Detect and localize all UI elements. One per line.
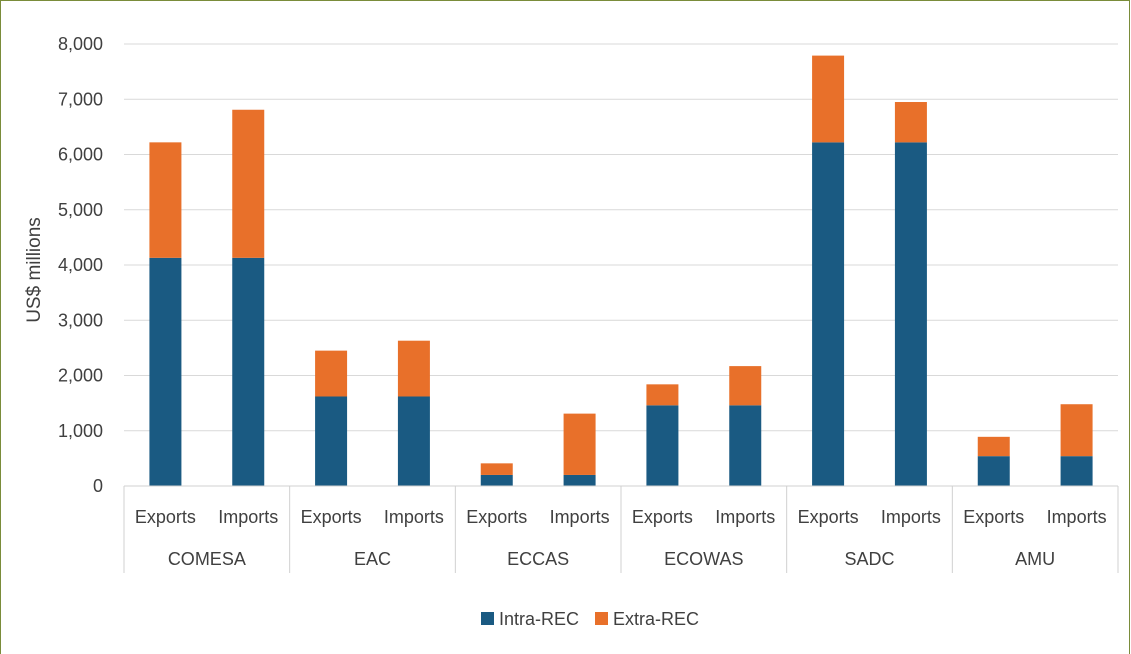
bar-extra-rec [480,463,513,475]
bars [149,55,1093,486]
y-axis-ticks: 0 1,000 2,000 3,000 4,000 5,000 6,000 7,000 8,00… [58,34,103,496]
y-tick-label: 2,000 [58,366,103,386]
bar-intra-rec [729,405,762,486]
bar-extra-rec [977,436,1010,457]
bar-extra-rec [563,413,596,475]
x-tick-label: Exports [632,507,693,527]
y-tick-label: 6,000 [58,145,103,165]
legend: Intra-REC Extra-REC [481,609,699,629]
legend-label: Intra-REC [499,609,579,629]
bar-extra-rec [729,366,762,406]
x-group-label: AMU [1015,549,1055,569]
x-tick-label: Imports [715,507,775,527]
x-group-label: COMESA [168,549,246,569]
bar-intra-rec [977,456,1010,486]
y-tick-label: 5,000 [58,200,103,220]
bar-intra-rec [894,142,927,486]
bar-intra-rec [1060,456,1093,486]
bar-extra-rec [1060,404,1093,457]
x-tick-label: Imports [1047,507,1107,527]
bar-extra-rec [894,102,927,143]
legend-swatch [595,612,608,625]
bar-intra-rec [232,257,265,486]
legend-swatch [481,612,494,625]
bar-extra-rec [149,142,182,258]
bar-intra-rec [480,474,513,486]
x-group-label: ECOWAS [664,549,743,569]
y-tick-label: 0 [93,476,103,496]
y-axis-label: US$ millions [24,217,45,323]
x-tick-label: Exports [798,507,859,527]
bar-extra-rec [812,55,845,143]
x-tick-label: Exports [301,507,362,527]
legend-label: Extra-REC [613,609,699,629]
y-tick-label: 4,000 [58,255,103,275]
bar-intra-rec [149,257,182,486]
y-tick-label: 3,000 [58,310,103,330]
x-group-label: ECCAS [507,549,569,569]
bar-intra-rec [563,474,596,486]
bar-intra-rec [812,142,845,486]
bar-extra-rec [646,384,679,406]
bar-extra-rec [315,350,348,397]
bar-intra-rec [646,405,679,486]
x-tick-label: Exports [466,507,527,527]
x-tick-label: Imports [384,507,444,527]
y-tick-label: 1,000 [58,421,103,441]
y-tick-label: 8,000 [58,34,103,54]
gridlines [124,43,1118,432]
x-tick-label: Imports [550,507,610,527]
x-group-label: SADC [844,549,894,569]
x-tick-label: Exports [963,507,1024,527]
bar-extra-rec [397,340,430,397]
x-axis: Exports Imports COMESA Exports Imports EAC Exp… [123,485,1119,573]
x-tick-label: Imports [218,507,278,527]
x-tick-label: Exports [135,507,196,527]
bar-extra-rec [232,109,265,258]
x-group-label: EAC [354,549,391,569]
y-tick-label: 7,000 [58,89,103,109]
bar-intra-rec [315,396,348,486]
bar-intra-rec [397,396,430,486]
x-tick-label: Imports [881,507,941,527]
